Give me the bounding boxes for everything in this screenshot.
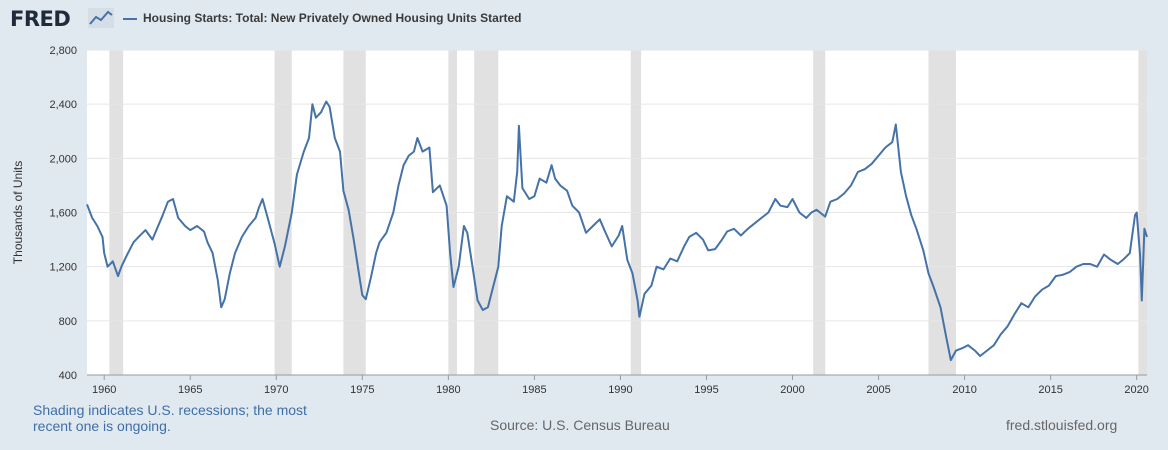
legend-swatch	[123, 18, 137, 20]
y-tick-label: 2,800	[49, 45, 77, 57]
x-tick-label: 1970	[264, 384, 288, 396]
legend-label[interactable]: Housing Starts: Total: New Privately Own…	[143, 11, 522, 25]
y-tick-label: 800	[59, 316, 77, 328]
y-axis-label: Thousands of Units	[11, 161, 25, 264]
y-tick-label: 400	[59, 370, 77, 382]
x-tick-label: 1960	[92, 384, 116, 396]
y-tick-label: 2,400	[49, 99, 77, 111]
recession-note: Shading indicates U.S. recessions; the m…	[33, 402, 307, 434]
line-chart[interactable]: 400 800 1,200 1,600 2,000 2,400 2,800 1960 1965 1…	[0, 0, 1168, 400]
x-tick-label: 1990	[608, 384, 632, 396]
y-tick-label: 2,000	[49, 153, 77, 165]
x-tick-label: 1995	[694, 384, 718, 396]
chart-header: FRED Housing Starts: Total: New Privatel…	[0, 0, 1168, 40]
x-tick-label: 2010	[952, 384, 976, 396]
line-chart-icon	[88, 8, 114, 28]
site-link[interactable]: fred.stlouisfed.org	[1006, 417, 1118, 433]
x-tick-label: 1980	[436, 384, 460, 396]
source-note: Source: U.S. Census Bureau	[490, 417, 670, 433]
x-tick-label: 2015	[1038, 384, 1062, 396]
x-tick-label: 1965	[178, 384, 202, 396]
x-tick-label: 2020	[1124, 384, 1148, 396]
x-tick-label: 2005	[866, 384, 890, 396]
series-line	[86, 100, 1148, 362]
y-tick-label: 1,600	[49, 208, 77, 220]
y-tick-label: 1,200	[49, 262, 77, 274]
x-tick-label: 1975	[350, 384, 374, 396]
x-tick-label: 1985	[522, 384, 546, 396]
fred-logo[interactable]: FRED	[10, 7, 71, 31]
x-tick-label: 2000	[780, 384, 804, 396]
